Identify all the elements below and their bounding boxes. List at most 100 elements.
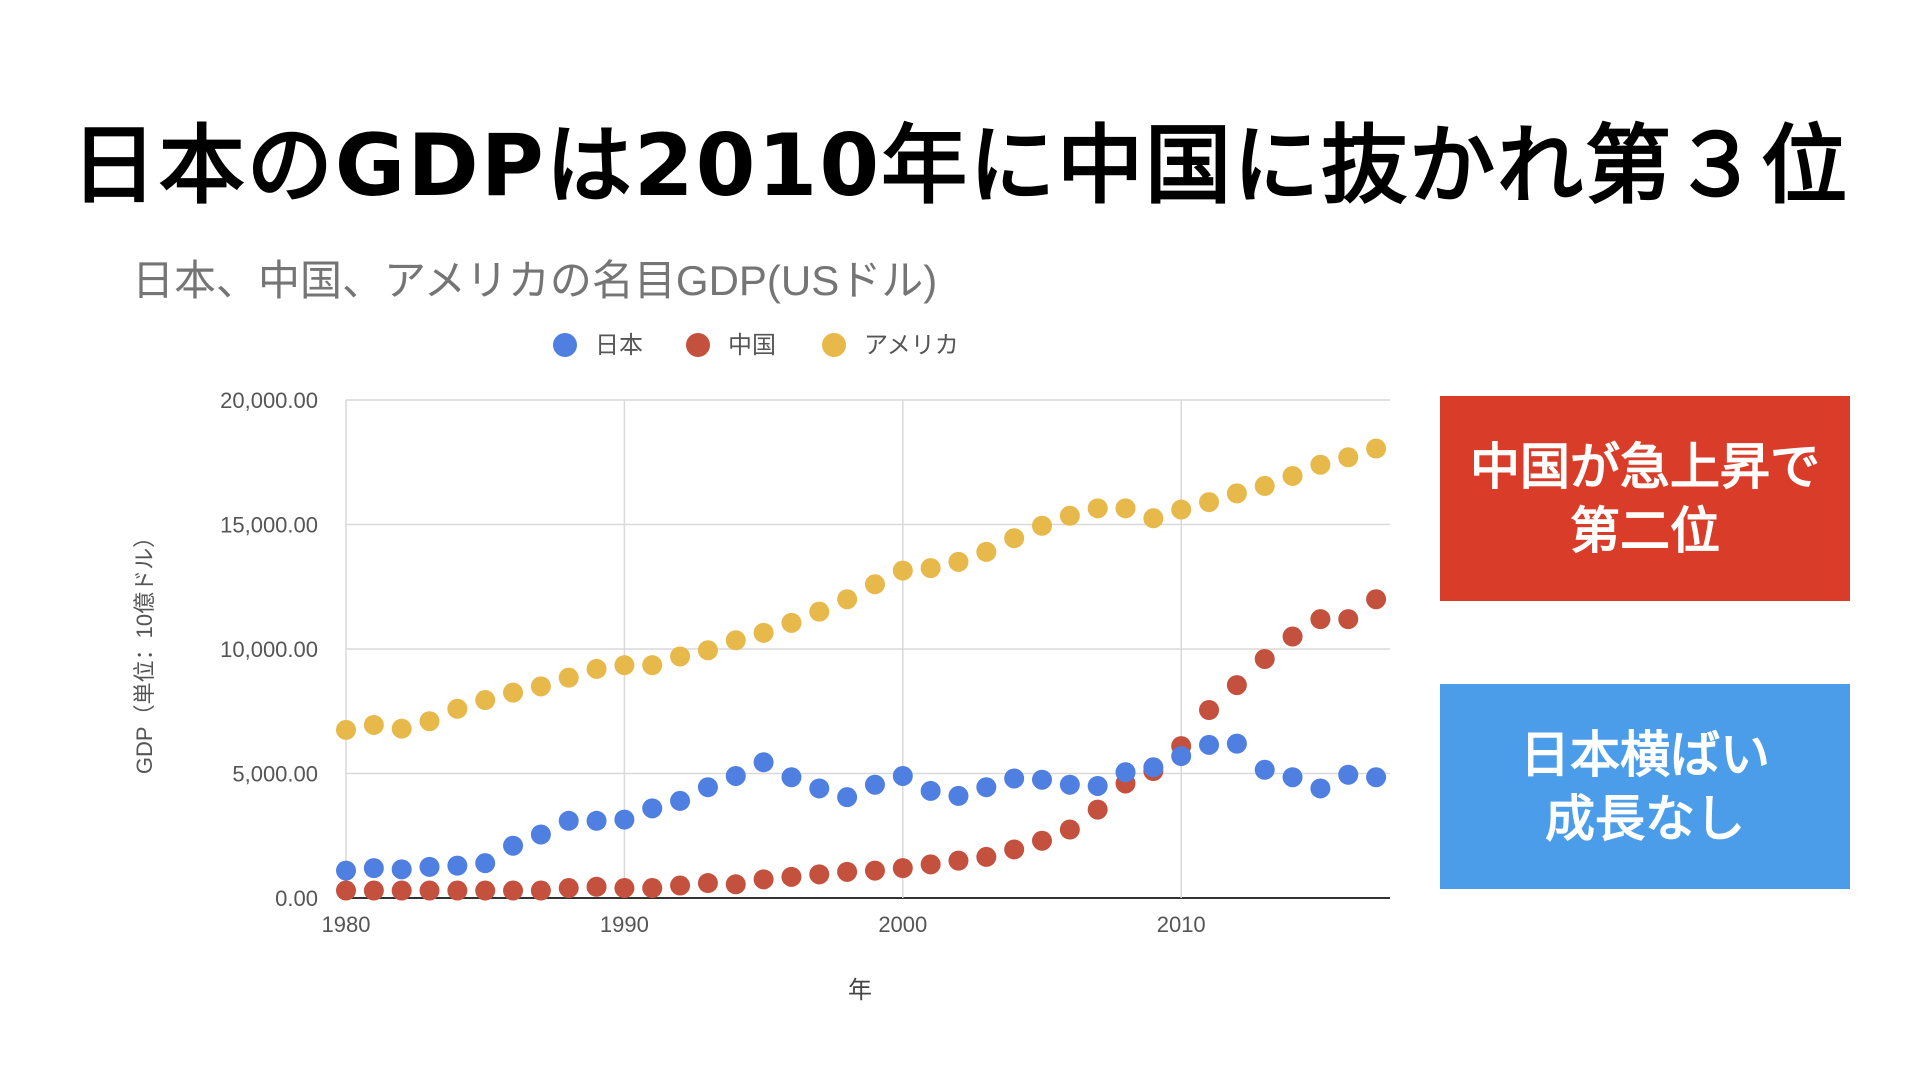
data-point <box>948 850 969 871</box>
data-point <box>697 777 718 798</box>
slide-title: 日本のGDPは2010年に中国に抜かれ第３位 <box>70 116 1850 216</box>
data-point <box>503 835 524 856</box>
data-point <box>1366 767 1387 788</box>
y-axis-tick-labels: 0.00 5,000.00 10,000.00 15,000.00 20,000.00 <box>220 388 318 911</box>
x-axis-tick-labels: 1980 1990 2000 2010 <box>322 912 1206 937</box>
y-tick-label: 0.00 <box>275 886 318 911</box>
data-point <box>363 858 384 879</box>
data-point <box>419 880 440 901</box>
data-point <box>976 846 997 867</box>
data-point <box>809 601 830 622</box>
data-point <box>1004 528 1025 549</box>
series-1 <box>336 589 1387 901</box>
data-point <box>1171 499 1192 520</box>
x-tick-label: 1980 <box>322 912 371 937</box>
data-points <box>336 438 1387 901</box>
y-tick-label: 20,000.00 <box>220 388 318 413</box>
data-point <box>447 880 468 901</box>
data-point <box>837 589 858 610</box>
data-point <box>1310 609 1331 630</box>
legend-label: 日本 <box>595 332 643 359</box>
data-point <box>530 676 551 697</box>
chart-legend: 日本 中国 アメリカ <box>553 332 959 359</box>
data-point <box>503 880 524 901</box>
data-point <box>920 854 941 875</box>
legend-marker <box>553 333 577 357</box>
gridlines <box>345 399 1390 899</box>
callout-china-rising: 中国が急上昇で 第二位 <box>1440 396 1850 601</box>
data-point <box>642 878 663 899</box>
data-point <box>1032 830 1052 851</box>
data-point <box>1199 734 1220 755</box>
x-tick-label: 2010 <box>1157 912 1206 937</box>
data-point <box>1254 648 1275 669</box>
data-point <box>670 875 691 896</box>
data-point <box>336 719 356 740</box>
data-point <box>670 790 691 811</box>
data-point <box>391 718 412 739</box>
legend-marker <box>822 333 846 357</box>
data-point <box>419 711 440 732</box>
data-point <box>1087 799 1108 820</box>
data-point <box>1087 775 1108 796</box>
data-point <box>391 859 412 880</box>
callout-japan-line2: 成長なし <box>1545 789 1745 848</box>
data-point <box>809 864 830 885</box>
data-point <box>586 658 607 679</box>
data-point <box>642 798 663 819</box>
data-point <box>892 765 913 786</box>
data-point <box>586 810 607 831</box>
data-point <box>1032 769 1052 790</box>
data-point <box>976 777 997 798</box>
data-point <box>530 824 551 845</box>
data-point <box>503 682 524 703</box>
data-point <box>1226 483 1247 504</box>
data-point <box>1004 768 1025 789</box>
data-point <box>948 551 969 572</box>
data-point <box>1199 700 1220 721</box>
data-point <box>1143 508 1164 529</box>
y-axis-label: GDP（単位：10億ドル） <box>132 526 157 774</box>
data-point <box>781 612 802 633</box>
data-point <box>920 558 941 579</box>
data-point <box>725 874 746 895</box>
series-0 <box>336 733 1387 881</box>
y-tick-label: 10,000.00 <box>220 637 318 662</box>
data-point <box>336 860 356 881</box>
data-point <box>1171 746 1192 767</box>
data-point <box>475 690 496 711</box>
data-point <box>475 853 496 874</box>
data-point <box>753 752 774 773</box>
data-point <box>1310 778 1331 799</box>
data-point <box>781 866 802 887</box>
data-point <box>391 880 412 901</box>
data-point <box>892 560 913 581</box>
y-tick-label: 5,000.00 <box>232 762 318 787</box>
data-point <box>753 869 774 890</box>
data-point <box>614 809 635 830</box>
y-tick-label: 15,000.00 <box>220 513 318 538</box>
data-point <box>419 856 440 877</box>
data-point <box>336 880 356 901</box>
data-point <box>1310 454 1331 475</box>
data-point <box>1059 505 1080 526</box>
data-point <box>1032 515 1052 536</box>
data-point <box>1115 762 1136 783</box>
data-point <box>837 787 858 808</box>
data-point <box>1199 492 1220 513</box>
data-point <box>558 667 579 688</box>
data-point <box>447 698 468 719</box>
data-point <box>1115 498 1136 519</box>
data-point <box>1338 609 1359 630</box>
data-point <box>475 880 496 901</box>
data-point <box>864 574 885 595</box>
data-point <box>1226 675 1247 696</box>
data-point <box>642 655 663 676</box>
data-point <box>892 858 913 879</box>
data-point <box>1254 475 1275 496</box>
data-point <box>530 880 551 901</box>
data-point <box>670 646 691 667</box>
series-2 <box>336 438 1387 740</box>
data-point <box>1143 757 1164 778</box>
